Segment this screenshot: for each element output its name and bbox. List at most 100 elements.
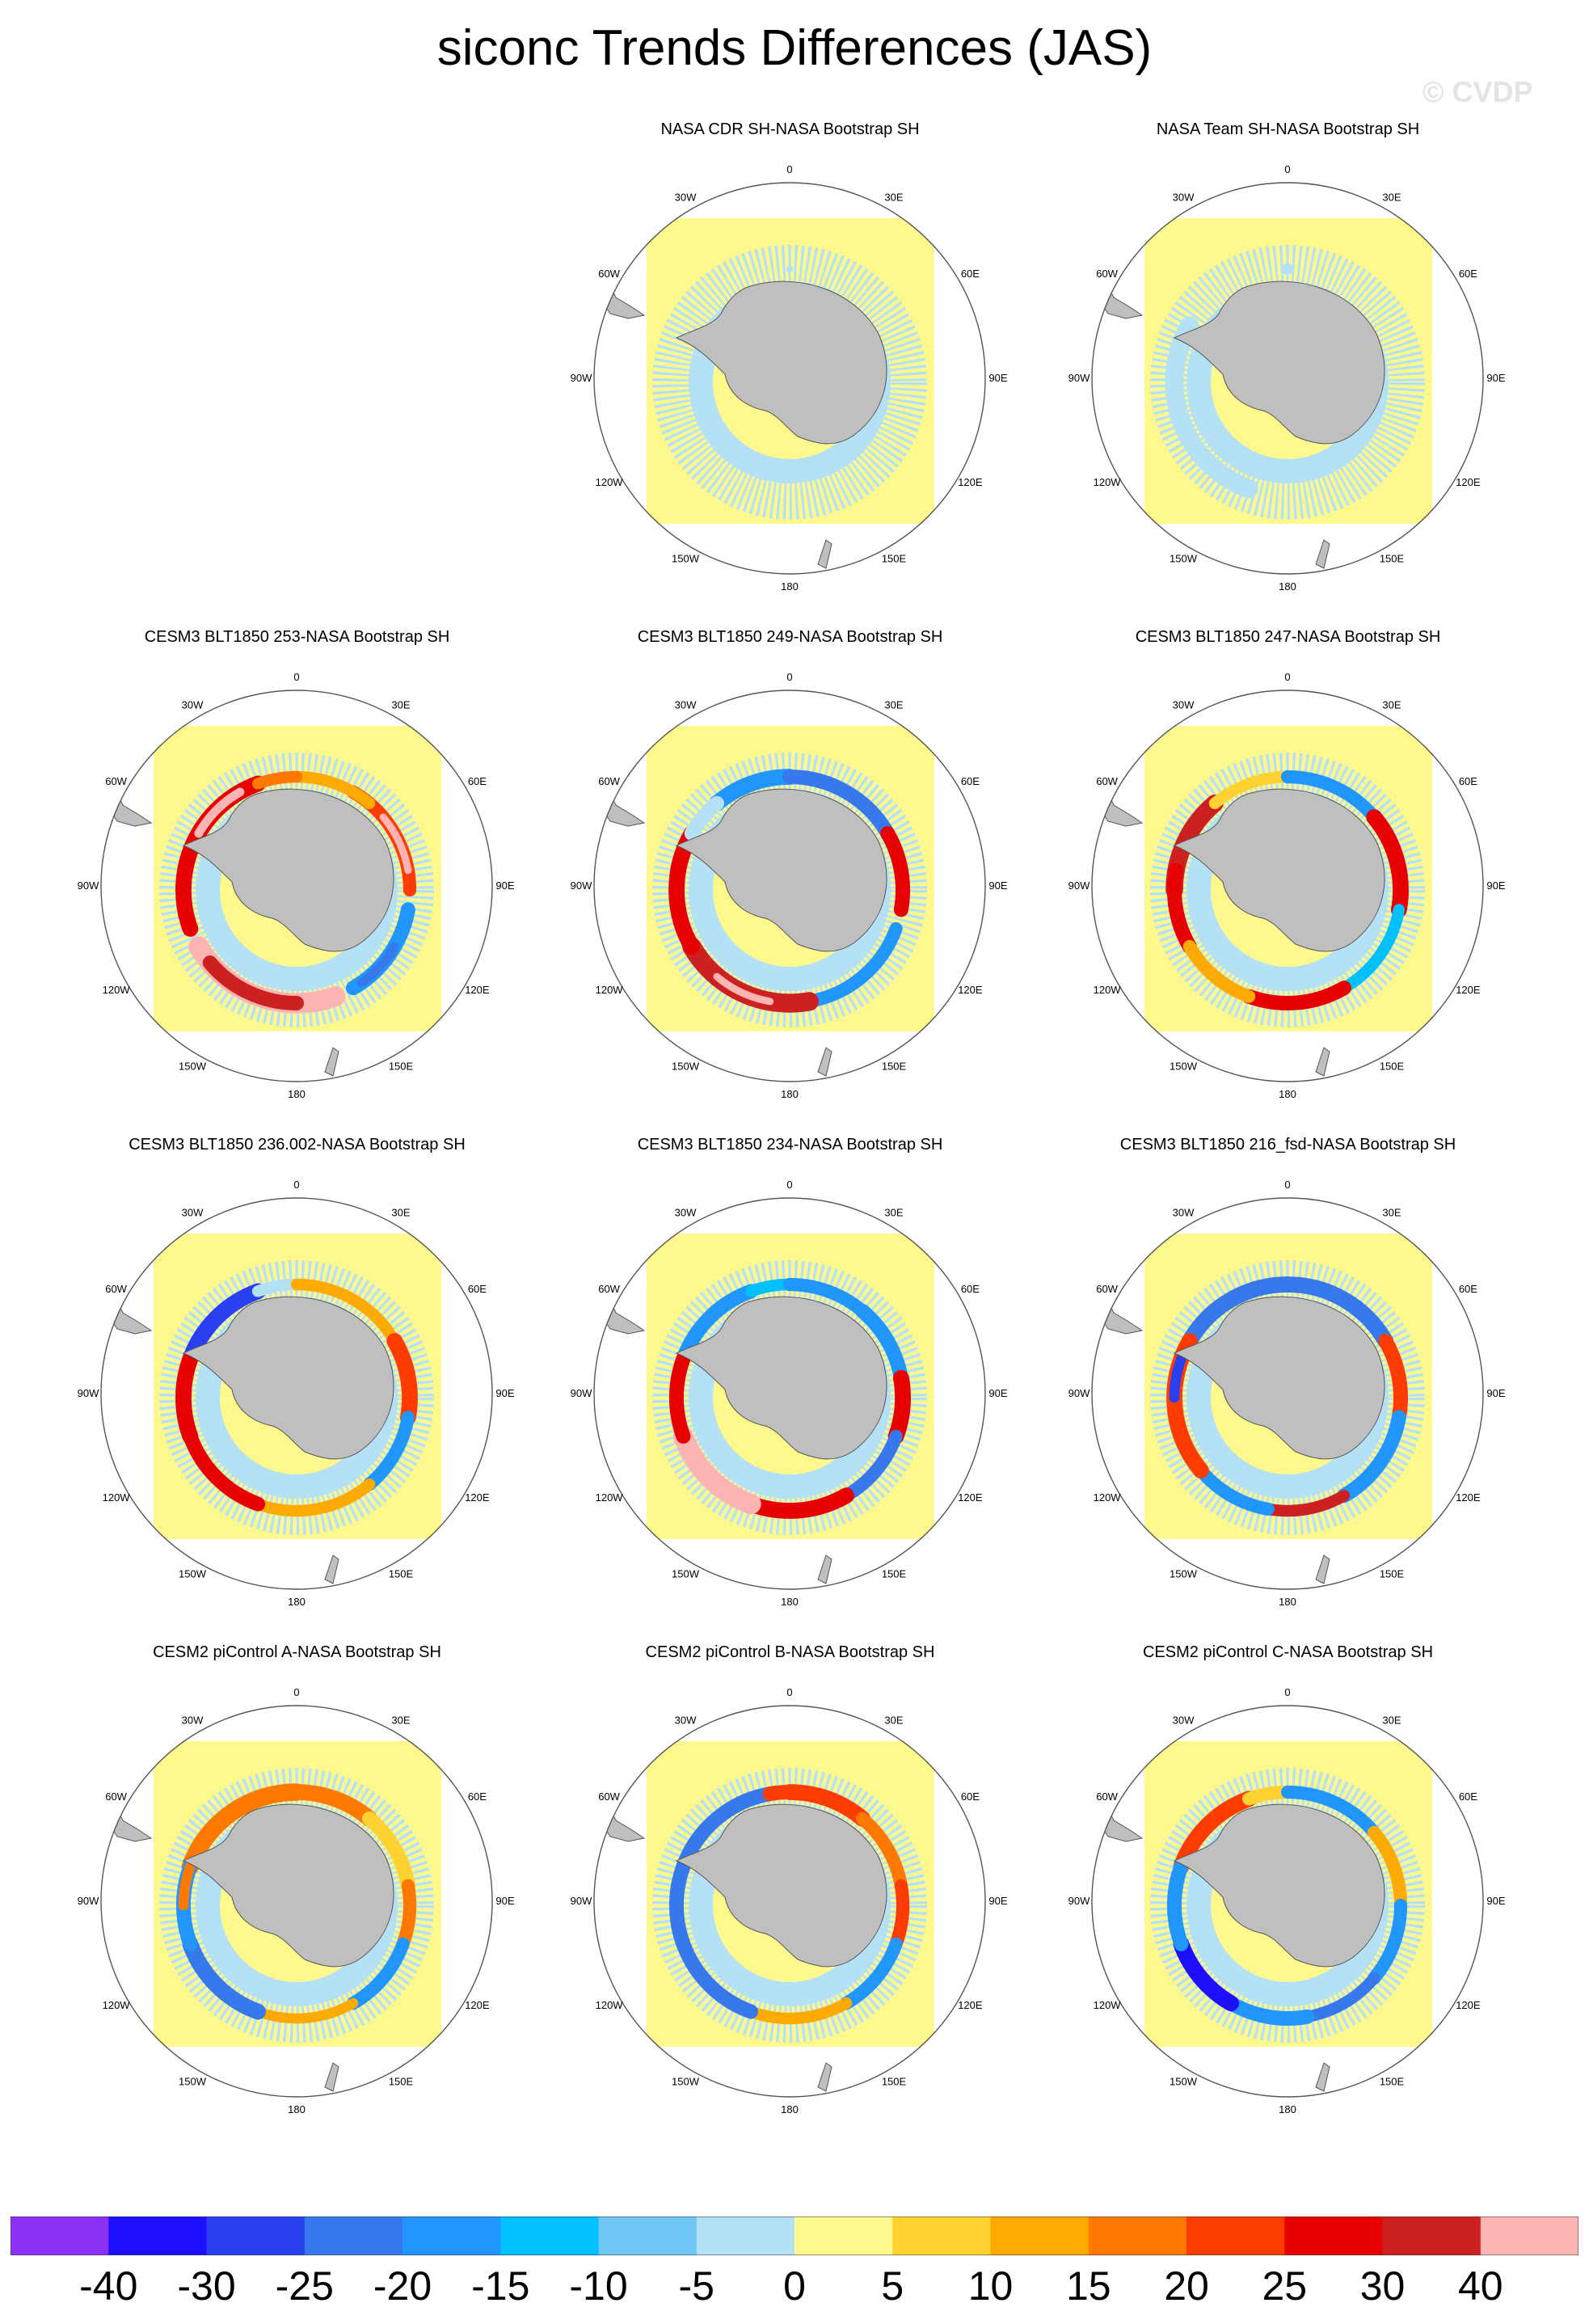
new-zealand-landmass: [817, 539, 832, 569]
trend-band: [183, 1428, 266, 1512]
map-boundary: [593, 182, 986, 575]
longitude-label: 150E: [389, 1567, 414, 1580]
longitude-label: 120E: [958, 1999, 983, 2011]
longitude-label: 150E: [389, 2075, 414, 2087]
map-boundary: [593, 1197, 986, 1590]
australia-tip-landmass: [1401, 2058, 1414, 2069]
longitude-label: 0: [293, 1686, 299, 1698]
longitude-label: 150W: [1170, 1567, 1198, 1580]
longitude-label: 30W: [675, 192, 697, 204]
colorbar-swatch: [1382, 2216, 1482, 2255]
longitude-label: 60W: [105, 775, 127, 787]
polar-map: 0 30E 60E 90E 120E 150E 180 150W 120W 90W 60W 30W: [1068, 671, 1506, 1100]
longitude-label: 30E: [1382, 1207, 1401, 1219]
longitude-label: 150W: [1170, 1060, 1198, 1072]
colorbar-tick-label: -10: [569, 2263, 628, 2309]
new-zealand-landmass: [1315, 2062, 1330, 2092]
trend-band: [782, 1784, 870, 1827]
trend-band: [684, 795, 724, 841]
longitude-label: 30E: [884, 1715, 903, 1727]
trend-band: [396, 1879, 417, 1951]
longitude-label: 120E: [958, 984, 983, 996]
longitude-label: 60E: [1459, 1283, 1477, 1295]
longitude-label: 150W: [1170, 2075, 1198, 2087]
south-america-landmass: [101, 1803, 153, 1842]
watermark: © CVDP: [1423, 75, 1533, 108]
map-boundary: [593, 690, 986, 1082]
longitude-label: 120W: [1094, 476, 1122, 488]
trend-band: [251, 1278, 303, 1297]
longitude-label: 120W: [1094, 1491, 1122, 1504]
colorbar-swatch: [500, 2216, 600, 2255]
new-zealand-landmass: [1315, 1554, 1330, 1584]
longitude-label: 60E: [961, 268, 980, 280]
longitude-label: 30E: [884, 192, 903, 204]
longitude-label: 30W: [1173, 699, 1195, 711]
longitude-label: 30W: [182, 1207, 204, 1219]
longitude-label: 0: [1284, 163, 1290, 175]
south-america-landmass: [594, 280, 646, 319]
longitude-label: 180: [1279, 580, 1296, 593]
antarctica-landmass: [675, 1803, 887, 1968]
longitude-label: 0: [293, 671, 299, 683]
longitude-label: 90E: [495, 879, 514, 892]
longitude-label: 120E: [958, 1491, 983, 1504]
colorbar-tick-label: -15: [471, 2263, 530, 2309]
colorbar-tick-label: 5: [881, 2263, 904, 2309]
colorbar-tick-label: -30: [177, 2263, 236, 2309]
panel-title: NASA CDR SH-NASA Bootstrap SH: [660, 120, 920, 138]
south-america-landmass: [1092, 1296, 1144, 1335]
longitude-label: 30E: [1382, 1715, 1401, 1727]
trend-band: [889, 1879, 910, 1951]
longitude-label: 150W: [1170, 552, 1198, 564]
trend-band: [1279, 1276, 1394, 1349]
trend-band: [178, 1843, 204, 1911]
new-zealand-landmass: [817, 1047, 832, 1077]
trend-band: [1280, 1785, 1381, 1840]
longitude-label: 30W: [675, 1207, 697, 1219]
map-panel: CESM3 BLT1850 253-NASA Bootstrap SH 0 30E 6…: [69, 627, 525, 1135]
south-america-landmass: [594, 788, 646, 827]
longitude-label: 90W: [78, 1387, 99, 1399]
trend-band: [1165, 316, 1258, 499]
trend-band: [346, 1937, 410, 2010]
longitude-label: 60W: [1096, 1283, 1118, 1295]
map-panel: NASA CDR SH-NASA Bootstrap SH 0 30E 60E 90E 1…: [562, 120, 1018, 627]
colorbar-swatch: [696, 2216, 795, 2255]
longitude-label: 30W: [1173, 1715, 1195, 1727]
australia-tip-landmass: [904, 1550, 917, 1562]
longitude-label: 90E: [988, 879, 1007, 892]
map-panel: CESM2 piControl A-NASA Bootstrap SH 0 30E 6…: [69, 1643, 525, 2150]
antarctica-landmass: [182, 1296, 394, 1460]
trend-band: [676, 1786, 778, 1875]
longitude-label: 60E: [468, 775, 487, 787]
trend-band: [251, 1478, 376, 1517]
map-panel: CESM2 piControl C-NASA Bootstrap SH 0 30E 6…: [1060, 1643, 1516, 2150]
longitude-label: 120E: [1456, 1491, 1481, 1504]
longitude-label: 180: [781, 1088, 799, 1100]
longitude-label: 180: [1279, 2103, 1296, 2115]
antarctica-landmass: [1173, 1296, 1385, 1460]
polar-map: 0 30E 60E 90E 120E 150E 180 150W 120W 90W 60W 30W: [571, 1686, 1008, 2115]
longitude-label: 30W: [675, 1715, 697, 1727]
longitude-label: 150W: [672, 552, 700, 564]
longitude-label: 180: [781, 580, 799, 593]
colorbar-swatch: [990, 2216, 1090, 2255]
polar-map: 0 30E 60E 90E 120E 150E 180 150W 120W 90W 60W 30W: [571, 163, 1008, 593]
panel-title: CESM3 BLT1850 249-NASA Bootstrap SH: [637, 628, 943, 646]
colorbar-swatch: [304, 2216, 403, 2255]
longitude-label: 60E: [1459, 775, 1477, 787]
longitude-label: 120E: [1456, 1999, 1481, 2011]
trend-band: [782, 1277, 870, 1318]
colorbar: [11, 2216, 1578, 2255]
longitude-label: 150E: [882, 1060, 907, 1072]
longitude-label: 60E: [1459, 268, 1477, 280]
trend-band: [379, 813, 412, 875]
colorbar-tick-label: 10: [967, 2263, 1014, 2309]
australia-tip-landmass: [1401, 535, 1414, 546]
panel-title: CESM3 BLT1850 253-NASA Bootstrap SH: [144, 628, 450, 646]
longitude-label: 150E: [882, 552, 907, 564]
longitude-label: 0: [293, 1179, 299, 1191]
longitude-label: 120E: [958, 476, 983, 488]
longitude-label: 90E: [988, 1895, 1007, 1907]
